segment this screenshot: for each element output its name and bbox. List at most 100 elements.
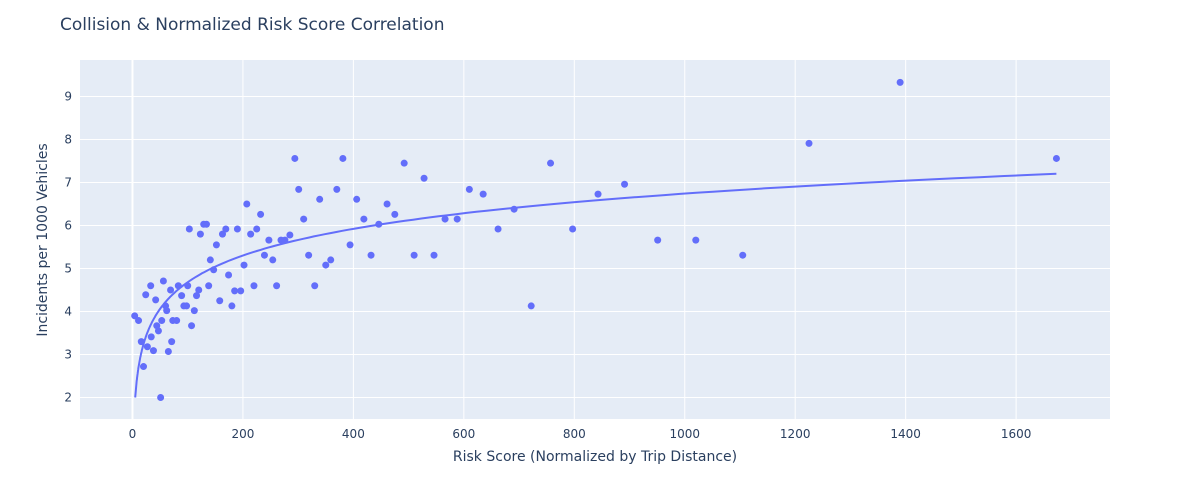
data-point[interactable] bbox=[167, 286, 175, 294]
data-point[interactable] bbox=[527, 302, 535, 310]
data-point[interactable] bbox=[250, 282, 258, 290]
data-point[interactable] bbox=[183, 302, 191, 310]
data-point[interactable] bbox=[163, 307, 171, 315]
data-point[interactable] bbox=[316, 195, 324, 203]
data-point[interactable] bbox=[400, 159, 408, 167]
data-point[interactable] bbox=[420, 174, 428, 182]
data-point[interactable] bbox=[654, 236, 662, 244]
data-point[interactable] bbox=[896, 78, 904, 86]
data-point[interactable] bbox=[333, 185, 341, 193]
y-axis-ticks: 2 3 4 5 6 7 8 9 bbox=[64, 90, 72, 405]
data-point[interactable] bbox=[178, 292, 186, 300]
data-point[interactable] bbox=[281, 236, 289, 244]
trend-line[interactable] bbox=[134, 172, 1057, 398]
data-point[interactable] bbox=[353, 195, 361, 203]
data-point[interactable] bbox=[190, 307, 198, 315]
data-point[interactable] bbox=[367, 251, 375, 259]
data-point[interactable] bbox=[154, 327, 162, 335]
data-point[interactable] bbox=[391, 210, 399, 218]
data-point[interactable] bbox=[210, 266, 218, 274]
data-point[interactable] bbox=[184, 282, 192, 290]
data-point[interactable] bbox=[621, 180, 629, 188]
data-point[interactable] bbox=[300, 215, 308, 223]
data-point[interactable] bbox=[149, 347, 157, 355]
data-point[interactable] bbox=[322, 261, 330, 269]
data-point[interactable] bbox=[137, 338, 145, 346]
data-point[interactable] bbox=[253, 225, 261, 233]
scatter-markers[interactable] bbox=[131, 78, 1060, 402]
data-point[interactable] bbox=[569, 225, 577, 233]
data-point[interactable] bbox=[143, 343, 151, 351]
data-point[interactable] bbox=[346, 241, 354, 249]
data-point[interactable] bbox=[174, 282, 182, 290]
data-point[interactable] bbox=[216, 297, 224, 305]
data-point[interactable] bbox=[305, 251, 313, 259]
data-point[interactable] bbox=[291, 154, 299, 162]
data-point[interactable] bbox=[311, 282, 319, 290]
data-point[interactable] bbox=[430, 251, 438, 259]
data-point[interactable] bbox=[1052, 154, 1060, 162]
data-point[interactable] bbox=[273, 282, 281, 290]
data-point[interactable] bbox=[188, 322, 196, 330]
data-point[interactable] bbox=[295, 185, 303, 193]
data-point[interactable] bbox=[410, 251, 418, 259]
data-point[interactable] bbox=[269, 256, 277, 264]
data-point[interactable] bbox=[202, 220, 210, 228]
data-point[interactable] bbox=[286, 231, 294, 239]
x-tick-label: 400 bbox=[342, 427, 365, 441]
data-point[interactable] bbox=[375, 220, 383, 228]
data-point[interactable] bbox=[147, 282, 155, 290]
data-point[interactable] bbox=[195, 286, 203, 294]
data-point[interactable] bbox=[196, 230, 204, 238]
data-point[interactable] bbox=[131, 312, 139, 320]
data-point[interactable] bbox=[205, 282, 213, 290]
data-point[interactable] bbox=[441, 215, 449, 223]
data-point[interactable] bbox=[360, 215, 368, 223]
data-point[interactable] bbox=[231, 287, 239, 295]
data-point[interactable] bbox=[222, 225, 230, 233]
data-point[interactable] bbox=[237, 287, 245, 295]
data-point[interactable] bbox=[142, 291, 150, 299]
data-point[interactable] bbox=[168, 338, 176, 346]
data-point[interactable] bbox=[547, 159, 555, 167]
data-point[interactable] bbox=[218, 230, 226, 238]
data-point[interactable] bbox=[739, 251, 747, 259]
data-point[interactable] bbox=[135, 317, 143, 325]
data-point[interactable] bbox=[193, 292, 201, 300]
data-point[interactable] bbox=[159, 277, 167, 285]
data-point[interactable] bbox=[805, 139, 813, 147]
data-point[interactable] bbox=[260, 251, 268, 259]
data-point[interactable] bbox=[206, 256, 214, 264]
y-tick-label: 9 bbox=[64, 90, 72, 104]
data-point[interactable] bbox=[173, 317, 181, 325]
data-point[interactable] bbox=[243, 200, 251, 208]
data-point[interactable] bbox=[140, 363, 148, 371]
data-point[interactable] bbox=[494, 225, 502, 233]
data-point[interactable] bbox=[265, 236, 273, 244]
data-point[interactable] bbox=[465, 185, 473, 193]
plot-area[interactable] bbox=[80, 60, 1110, 419]
data-point[interactable] bbox=[212, 241, 220, 249]
data-point[interactable] bbox=[147, 333, 155, 341]
data-point[interactable] bbox=[479, 190, 487, 198]
data-point[interactable] bbox=[240, 261, 248, 269]
data-point[interactable] bbox=[383, 200, 391, 208]
data-point[interactable] bbox=[233, 225, 241, 233]
x-tick-label: 200 bbox=[231, 427, 254, 441]
data-point[interactable] bbox=[339, 154, 347, 162]
data-point[interactable] bbox=[157, 394, 165, 402]
data-point[interactable] bbox=[510, 205, 518, 213]
data-point[interactable] bbox=[594, 190, 602, 198]
data-point[interactable] bbox=[158, 317, 166, 325]
data-point[interactable] bbox=[164, 347, 172, 355]
data-point[interactable] bbox=[225, 271, 233, 279]
data-point[interactable] bbox=[247, 230, 255, 238]
data-point[interactable] bbox=[185, 225, 193, 233]
data-point[interactable] bbox=[692, 236, 700, 244]
data-point[interactable] bbox=[228, 302, 236, 310]
x-tick-label: 600 bbox=[452, 427, 475, 441]
data-point[interactable] bbox=[152, 296, 160, 304]
data-point[interactable] bbox=[257, 210, 265, 218]
data-point[interactable] bbox=[453, 215, 461, 223]
data-point[interactable] bbox=[327, 256, 335, 264]
